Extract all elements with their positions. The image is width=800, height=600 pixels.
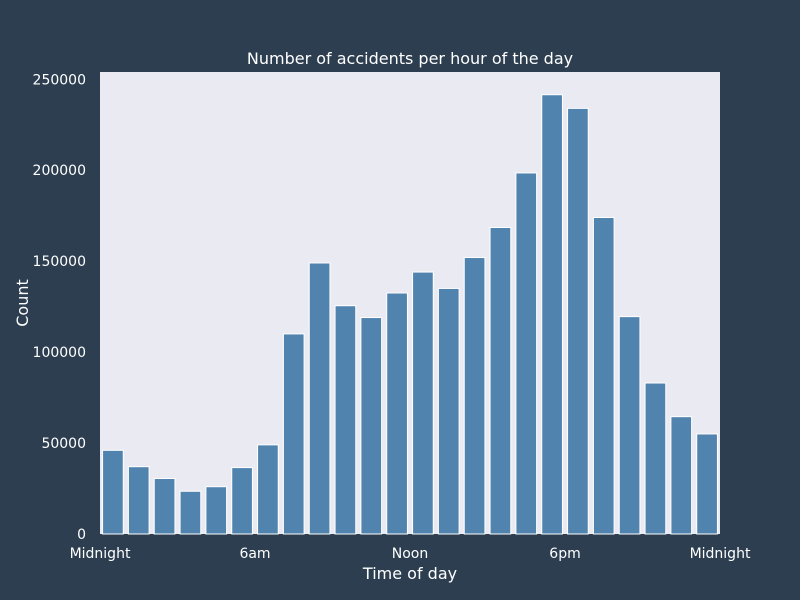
bar-hour-12 <box>412 271 434 535</box>
bar-hour-8 <box>308 262 331 535</box>
y-tick-label: 150000 <box>33 254 86 270</box>
bar-hour-16 <box>515 172 538 535</box>
bar-hour-17 <box>541 94 563 535</box>
x-tick-label: Midnight <box>70 546 131 562</box>
bar-hour-7 <box>282 333 305 535</box>
bar-hour-18 <box>567 107 589 535</box>
bar-hour-5 <box>231 467 253 535</box>
bar-hour-19 <box>592 217 615 535</box>
bar-hour-22 <box>670 416 693 535</box>
bar-hour-20 <box>618 316 641 535</box>
bar-hour-23 <box>696 433 718 535</box>
x-tick-label: Noon <box>392 546 428 562</box>
x-axis-title: Time of day <box>362 564 457 583</box>
bar-hour-14 <box>463 257 486 535</box>
bar-hour-6 <box>257 444 279 535</box>
x-tick-label: 6am <box>239 546 270 562</box>
x-tick-label: Midnight <box>690 546 751 562</box>
y-tick-label: 200000 <box>33 163 86 179</box>
bar-hour-0 <box>102 449 124 535</box>
bar-hour-10 <box>360 317 383 535</box>
bar-hour-13 <box>437 287 460 535</box>
bar-hour-21 <box>644 382 667 535</box>
bar-hour-3 <box>179 490 202 535</box>
bar-hour-2 <box>153 478 176 535</box>
bar-hour-4 <box>205 486 228 535</box>
bars-group <box>102 94 718 535</box>
y-tick-label: 100000 <box>33 345 86 361</box>
x-tick-label: 6pm <box>549 546 580 562</box>
y-tick-label: 50000 <box>41 436 86 452</box>
y-axis-title: Count <box>13 279 32 327</box>
bar-hour-9 <box>334 305 357 535</box>
bar-hour-1 <box>127 466 150 535</box>
bar-hour-11 <box>386 292 408 535</box>
bar-hour-15 <box>489 227 512 535</box>
chart-title: Number of accidents per hour of the day <box>247 49 573 68</box>
y-tick-label: 0 <box>77 527 86 543</box>
x-axis: Midnight 6am Noon 6pm Midnight <box>70 546 751 562</box>
y-tick-label: 250000 <box>33 72 86 88</box>
y-axis: 0 50000 100000 150000 200000 250000 <box>33 72 86 543</box>
plot-area <box>100 72 720 534</box>
